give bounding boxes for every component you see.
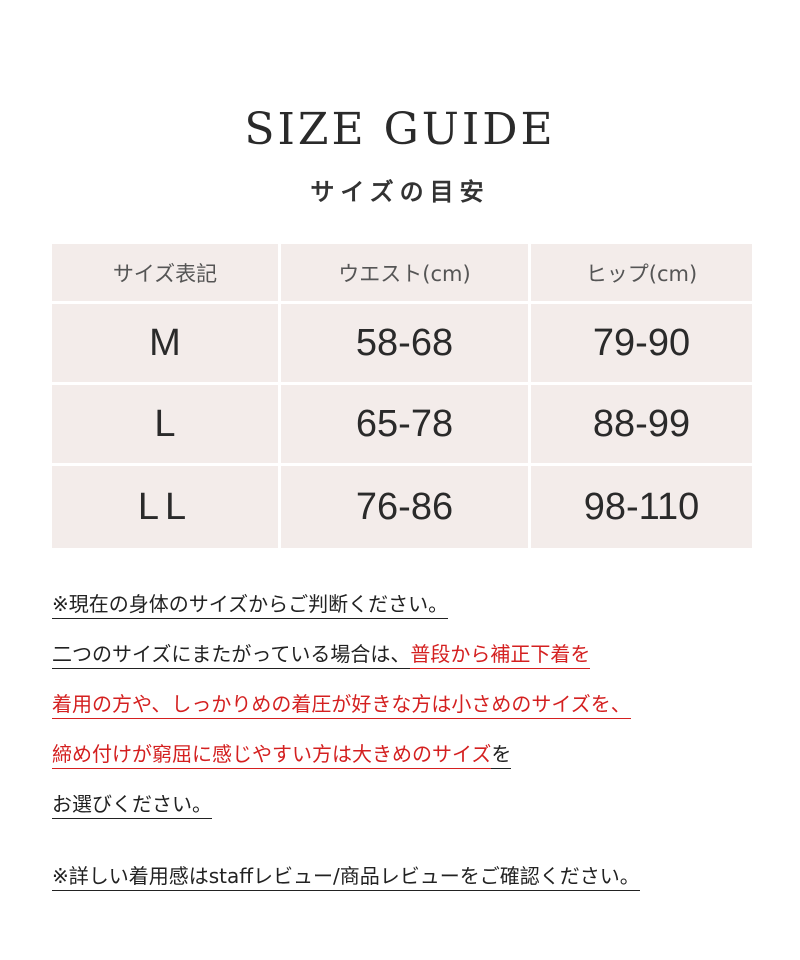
note-highlight: 着用の方や、しっかりめの着圧が好きな方は小さめのサイズを、	[52, 690, 631, 719]
page-title: SIZE GUIDE	[244, 104, 556, 155]
note-line: ※現在の身体のサイズからご判断ください。	[52, 590, 449, 619]
note-line: お選びください。	[52, 790, 212, 819]
hip-value: 88-99	[592, 402, 691, 445]
row-divider	[52, 301, 752, 304]
size-notes: ※現在の身体のサイズからご判断ください。 二つのサイズにまたがっている場合は、普…	[52, 583, 640, 905]
waist-value: 76-86	[355, 485, 454, 528]
note-line: 締め付けが窮屈に感じやすい方は大きめのサイズを	[52, 740, 512, 769]
column-divider	[278, 244, 281, 548]
size-label: M	[149, 321, 181, 364]
waist-value: 58-68	[355, 321, 454, 364]
note-line: 二つのサイズにまたがっている場合は、普段から補正下着を	[52, 640, 591, 669]
note-text: を	[491, 740, 512, 769]
hip-value: 79-90	[592, 321, 691, 364]
row-divider	[52, 463, 752, 466]
column-divider	[528, 244, 531, 548]
note-highlight: 普段から補正下着を	[410, 640, 591, 669]
note-text: 二つのサイズにまたがっている場合は、	[52, 640, 411, 669]
note-line: ※詳しい着用感はstaffレビュー/商品レビューをご確認ください。	[52, 862, 640, 891]
header-size: サイズ表記	[112, 261, 218, 286]
row-divider	[52, 382, 752, 385]
size-label: L	[154, 402, 176, 445]
waist-value: 65-78	[355, 402, 454, 445]
size-label: LL	[137, 485, 193, 528]
header-waist: ウエスト(cm)	[338, 261, 471, 286]
hip-value: 98-110	[583, 485, 700, 528]
size-table: サイズ表記 ウエスト(cm) ヒップ(cm) M 58-68 79-90 L 6…	[52, 244, 752, 548]
page-subtitle: サイズの目安	[310, 178, 490, 206]
header-hip: ヒップ(cm)	[585, 261, 698, 286]
note-highlight: 締め付けが窮屈に感じやすい方は大きめのサイズ	[52, 740, 492, 769]
